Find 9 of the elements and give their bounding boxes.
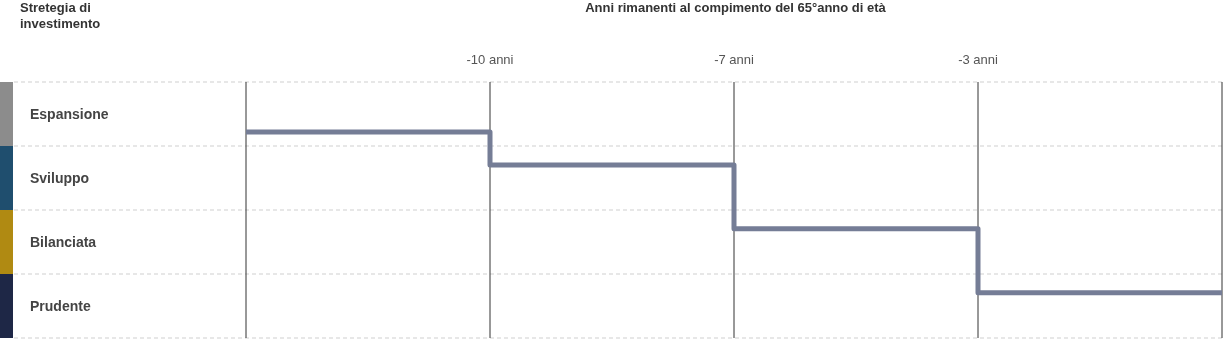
annotation: Prudente xyxy=(30,297,91,316)
x-tick-label: -3 anni xyxy=(958,52,998,67)
y-axis-title: Stretegia di investimento xyxy=(20,0,102,32)
annotation: Sviluppo xyxy=(30,169,90,188)
text: Espansione xyxy=(30,105,109,124)
annotation: Bilanciata xyxy=(30,233,97,252)
x-tick-label: -7 anni xyxy=(714,52,754,67)
chart-title: Anni rimanenti al compimento del 65°anno di età xyxy=(584,0,887,16)
x-tick-label: -10 anni xyxy=(466,52,514,67)
